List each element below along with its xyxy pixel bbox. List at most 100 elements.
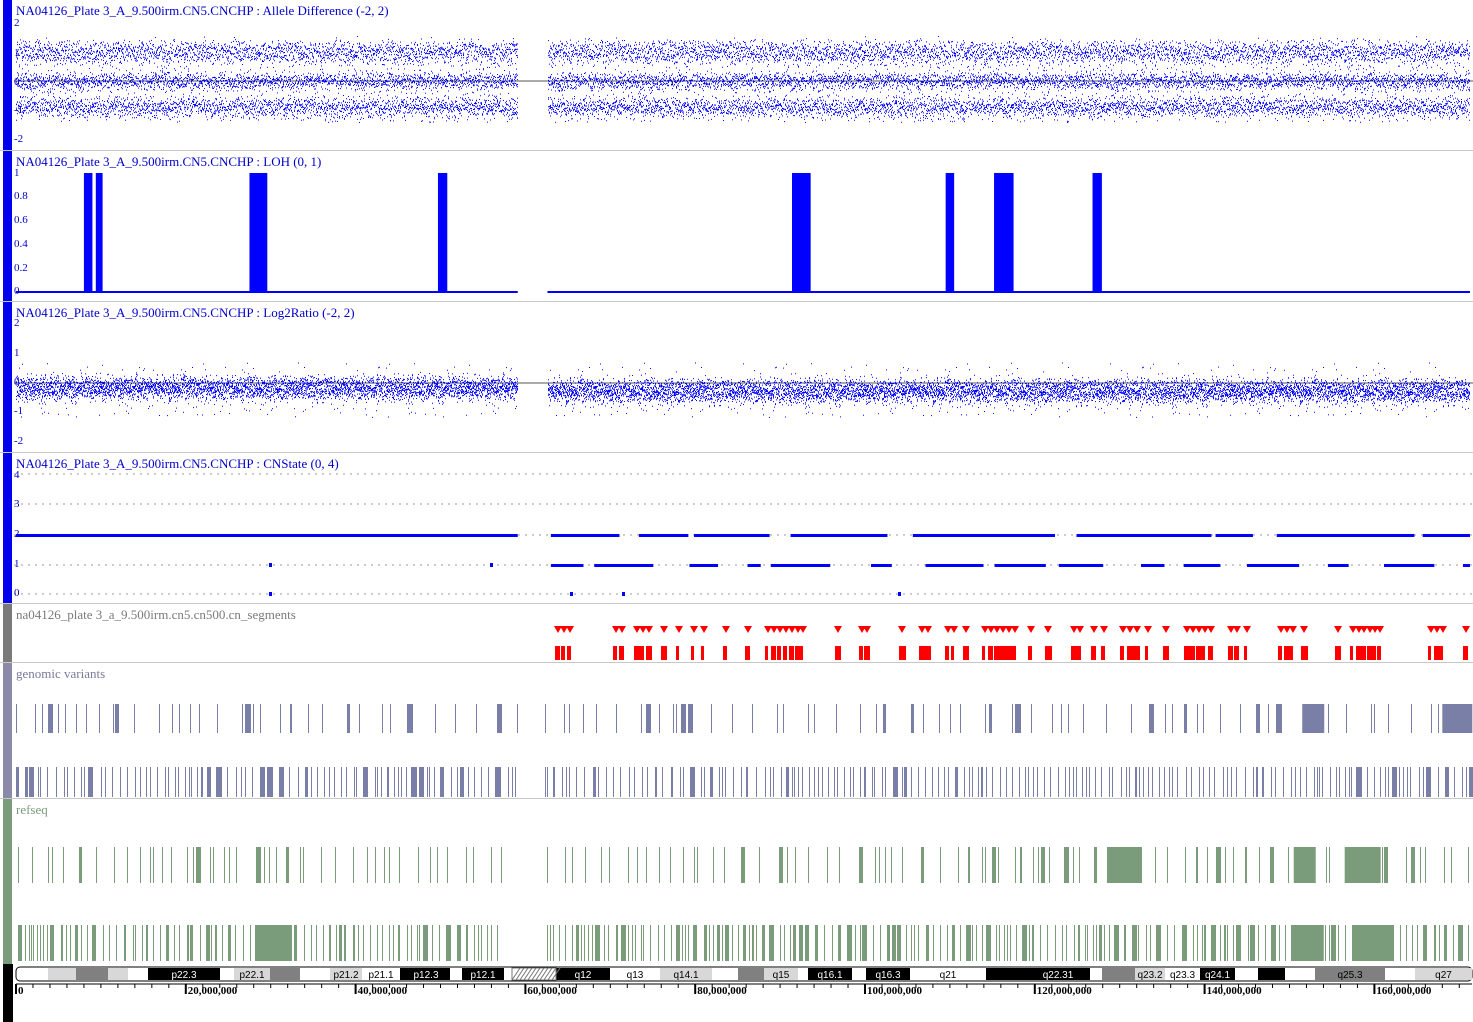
genomic-variants-track[interactable]: genomic variants [0,663,1473,798]
cnstate-0 [622,592,625,596]
ideogram-band [808,968,852,980]
segment-block [1006,646,1012,660]
segment-block [1127,646,1134,660]
refseq-block [1353,925,1394,961]
segment-block [1301,646,1308,660]
refseq-track-handle[interactable] [3,799,12,964]
variant-row [16,767,1473,797]
segment-block [963,646,969,660]
ideogram-band [220,968,234,980]
ruler-label: 0 [18,985,24,997]
variant-block [1302,704,1325,733]
ideogram-band [108,968,128,980]
refseq-track[interactable]: refseq [0,799,1473,964]
ideogram-ruler[interactable]: p22.3 p22.1 p21.2 p21.1 p12.3 p12.1 q12 q13 q14.… [0,964,1473,1022]
ideogram-band [660,968,712,980]
segment-block [1120,646,1124,660]
ideogram-band [764,968,798,980]
segment-block [1361,646,1366,660]
cnstate-0 [570,592,573,596]
segment-block [1190,646,1195,660]
cnstate-2 [912,534,1055,537]
segment-markers [554,626,1470,633]
cnstate-1 [269,563,272,567]
cnstate-tick: 0 [14,587,20,599]
cnstate-1 [925,564,984,567]
allele-difference-plot [14,36,1473,123]
allele-track-title: NA04126_Plate 3_A_9.500irm.CN5.CNCHP : A… [16,3,389,18]
segment-block [634,646,641,660]
variant-row [16,704,1454,733]
segment-block [1208,646,1213,660]
refseq-block [1344,847,1381,883]
ideogram-band-label: q25.3 [1337,970,1362,981]
cnstate-2 [550,534,620,537]
cnstate-2 [1215,534,1253,537]
segment-block [1196,646,1202,660]
cnstate-track-handle[interactable] [3,453,12,603]
cnstate-tick: 4 [14,469,20,481]
ideogram-band [910,968,986,980]
segment-block [1234,646,1239,660]
ruler-label: 20,000,000 [188,985,238,997]
allele-tick: 0 [14,76,20,88]
log2-tick: 1 [14,347,20,359]
segments-track-handle[interactable] [3,604,12,662]
ideogram-band [300,968,330,980]
loh-tick: 0.6 [14,214,28,226]
segment-block [1071,646,1077,660]
ideogram-band [1165,968,1200,980]
segment-block [1290,646,1293,660]
segment-block [619,646,624,660]
segment-block [1278,646,1282,660]
segment-block [771,646,776,660]
refseq-track-title: refseq [16,802,48,817]
log2ratio-plot [14,362,1473,418]
variants-track-handle[interactable] [3,663,12,798]
ideogram-band-label: p22.3 [171,970,196,981]
cnstate-1 [550,564,584,567]
segment-block [1350,646,1353,660]
cnstate-2 [1276,534,1415,537]
cnstate-1 [994,564,1046,567]
ideogram-band [738,968,764,980]
cnstate-1 [1183,564,1221,567]
loh-track-title: NA04126_Plate 3_A_9.500irm.CN5.CNCHP : L… [16,154,322,169]
loh-region [945,173,955,293]
ideogram-band [270,968,300,980]
log2-track-handle[interactable] [3,302,12,452]
ideogram-band-label: q16.1 [817,970,842,981]
ideogram-ruler-plot: p22.3 p22.1 p21.2 p21.1 p12.3 p12.1 q12 q13 q14.… [15,966,1473,997]
allele-difference-track[interactable]: NA04126_Plate 3_A_9.500irm.CN5.CNCHP : A… [0,0,1473,150]
segment-block [919,646,925,660]
ruler-label: 100,000,000 [867,985,923,997]
ideogram-band [866,968,910,980]
cnstate-1 [1058,564,1104,567]
cnstate-1 [870,564,892,567]
loh-tick: 0.2 [14,262,28,274]
ideogram-band [330,968,362,980]
ideogram-band [1026,968,1090,980]
refseq-block [1106,847,1142,883]
segment-block [982,646,985,660]
cnstate-track[interactable]: NA04126_Plate 3_A_9.500irm.CN5.CNCHP : C… [0,453,1473,603]
cnstate-2 [1422,534,1470,537]
ideogram-band [362,968,400,980]
segment-block [1228,646,1233,660]
allele-tick: 2 [14,17,20,29]
log2ratio-track[interactable]: NA04126_Plate 3_A_9.500irm.CN5.CNCHP : L… [0,302,1473,452]
ideogram-band [450,968,462,980]
ideogram-band [148,968,220,980]
segment-block [1434,646,1441,660]
cn-segments-track[interactable]: na04126_plate 3_a_9.500irm.cn5.cn500.cn_… [0,604,1473,662]
segment-block [723,646,727,660]
loh-track-handle[interactable] [3,151,12,301]
allele-track-handle[interactable] [3,0,12,150]
log2-tick: 0 [14,376,20,388]
ruler-label: 120,000,000 [1037,985,1093,997]
segment-block [795,646,800,660]
refseq-plot [18,847,1469,961]
segment-block [1077,646,1081,660]
loh-track[interactable]: NA04126_Plate 3_A_9.500irm.CN5.CNCHP : L… [0,151,1473,301]
cnstate-track-title: NA04126_Plate 3_A_9.500irm.CN5.CNCHP : C… [16,456,339,471]
